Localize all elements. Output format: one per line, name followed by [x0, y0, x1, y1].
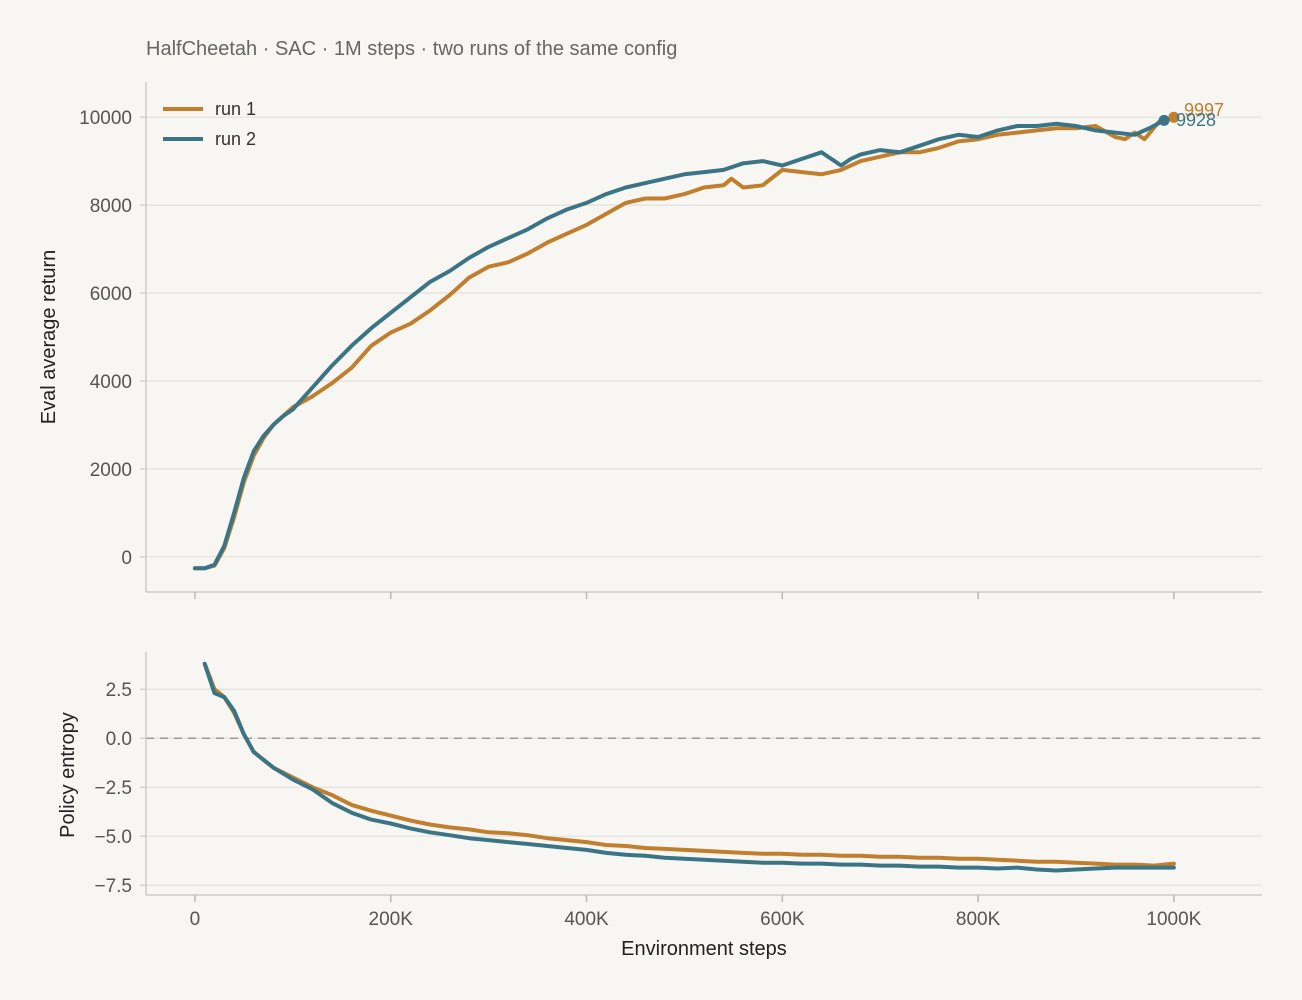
legend-run1-label: run 1 [215, 99, 256, 119]
run1-final-point [1168, 111, 1180, 123]
return-grid [146, 116, 1262, 558]
run2-final-point [1158, 114, 1170, 126]
entropy-series [202, 661, 1176, 873]
entropy-x-tick-label: 600K [760, 909, 805, 930]
entropy-run2-line [202, 661, 1176, 873]
entropy-x-tick-label: 0 [190, 909, 201, 930]
return-y-tick-label: 2000 [90, 460, 132, 481]
legend: run 1 run 2 [163, 99, 256, 149]
entropy-y-tick-label: −7.5 [94, 876, 132, 897]
entropy-y-tick-label: 2.5 [106, 680, 132, 701]
return-y-tick-label: 0 [121, 548, 132, 569]
return-x-tick-marks [194, 592, 1175, 599]
return-y-tick-label: 8000 [90, 196, 132, 217]
legend-run2-label: run 2 [215, 129, 256, 149]
chart-title: HalfCheetah · SAC · 1M steps · two runs … [146, 38, 677, 60]
entropy-x-tick-label: 200K [369, 909, 414, 930]
entropy-x-ticks: 0 200K 400K 600K 800K 1000K [190, 895, 1202, 930]
return-y-tick-label: 6000 [90, 284, 132, 305]
entropy-run1-line [202, 661, 1176, 868]
run1-final-value-label: 9997 [1184, 100, 1224, 120]
return-y-label: Eval average return [38, 250, 60, 425]
x-axis-label: Environment steps [621, 938, 787, 960]
entropy-x-tick-label: 1000K [1146, 909, 1201, 930]
entropy-x-tick-label: 400K [564, 909, 609, 930]
return-panel: 0 2000 4000 6000 8000 10000 Eval average retu… [38, 82, 1262, 599]
entropy-y-tick-label: −5.0 [94, 827, 132, 848]
entropy-panel: 2.5 0.0 −2.5 −5.0 −7.5 0 200K 400K 600K 800K 1000… [57, 652, 1262, 960]
entropy-y-ticks: 2.5 0.0 −2.5 −5.0 −7.5 [94, 680, 146, 897]
entropy-y-label: Policy entropy [57, 712, 79, 838]
return-series [192, 111, 1180, 571]
entropy-x-tick-label: 800K [956, 909, 1001, 930]
return-y-tick-label: 4000 [90, 372, 132, 393]
return-run2-line [192, 118, 1167, 571]
run2-final-value-label: 9928 [1176, 110, 1216, 130]
return-y-tick-label: 10000 [79, 108, 132, 129]
return-run1-line [192, 115, 1176, 571]
entropy-y-tick-label: −2.5 [94, 778, 132, 799]
return-y-ticks: 0 2000 4000 6000 8000 10000 [79, 108, 146, 569]
entropy-y-tick-label: 0.0 [106, 729, 132, 750]
